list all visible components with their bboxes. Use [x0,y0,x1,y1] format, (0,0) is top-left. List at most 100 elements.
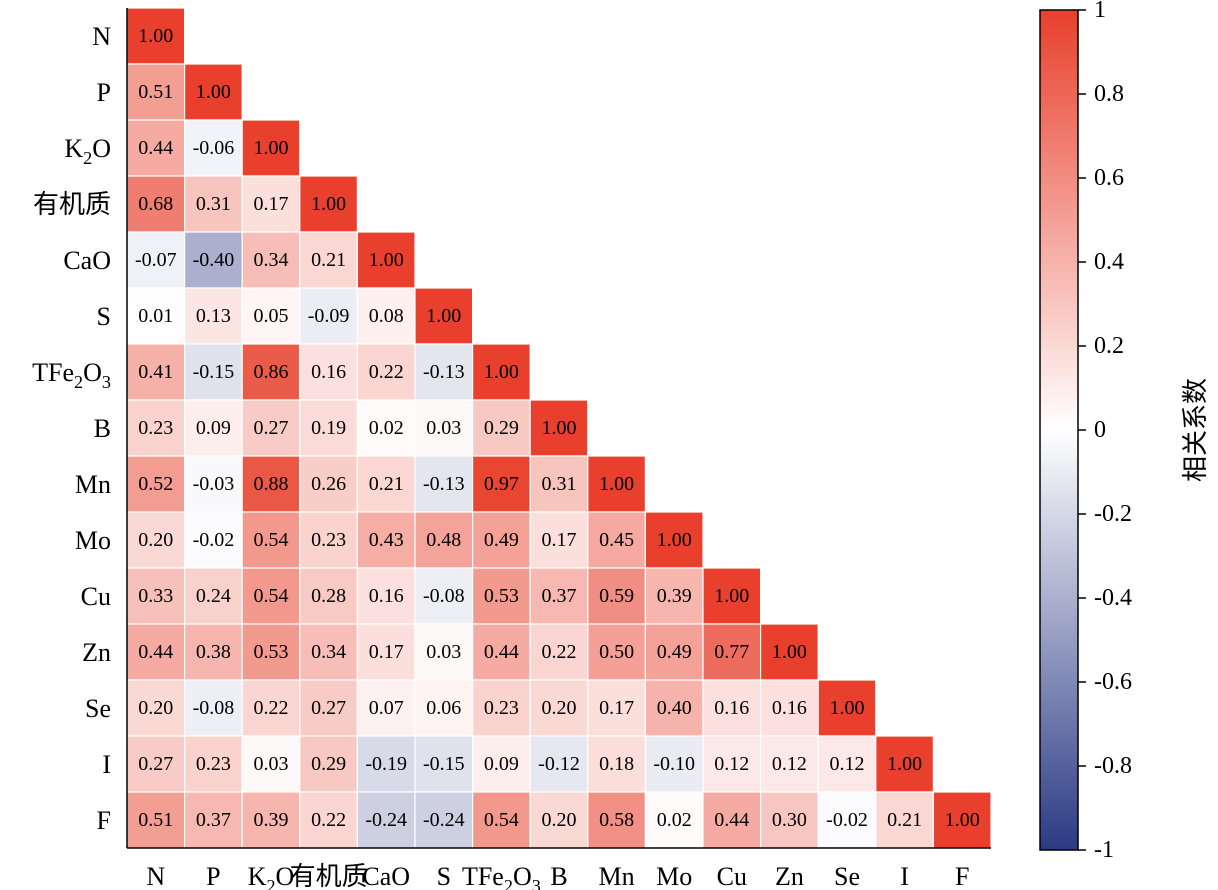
heatmap-cell-label: 0.68 [138,193,173,215]
heatmap-cell-label: 0.54 [254,529,289,551]
x-tick-label: 有机质 [290,862,368,890]
heatmap-cell [414,455,474,513]
x-tick-label: I [900,862,909,890]
heatmap-cell [529,511,589,569]
heatmap-cell [184,343,243,401]
heatmap-cell [414,287,474,345]
heatmap-cell-label: 0.18 [599,753,634,775]
colorbar-tick-label: -0.8 [1094,753,1132,779]
heatmap-cell-label: 0.17 [369,641,404,663]
heatmap-cell-label: 0.50 [599,641,634,663]
heatmap-cell-label: 0.52 [138,473,173,495]
heatmap-cell [529,791,589,849]
heatmap-cell [702,679,762,737]
heatmap-cell-label: -0.40 [193,249,235,271]
heatmap-cell-label: 0.22 [542,641,577,663]
y-tick-label: Zn [82,638,111,667]
heatmap-cell-label: 0.21 [887,809,922,831]
heatmap-cell-label: 0.17 [599,697,634,719]
heatmap-cell [184,287,243,345]
heatmap-cell-label: 0.34 [254,249,289,271]
heatmap-cell [356,735,416,793]
heatmap-cell [184,175,243,233]
heatmap-cell [241,511,301,569]
heatmap-cell-label: 0.41 [138,361,173,383]
x-tick-label: K2O [248,862,295,890]
heatmap-cell [587,455,646,513]
heatmap-cell [126,343,186,401]
heatmap-cell-label: 0.22 [254,697,289,719]
heatmap-cell-label: 1.00 [599,473,634,495]
heatmap-cell [126,567,186,625]
heatmap-cell [414,567,474,625]
heatmap-cell-label: 0.88 [254,473,289,495]
heatmap-cell-label: 0.27 [311,697,346,719]
heatmap-cell [875,735,934,793]
heatmap-cell-label: 1.00 [772,641,807,663]
heatmap-cell [472,455,531,513]
heatmap-cell-label: -0.15 [423,753,465,775]
heatmap-cell-label: 0.02 [369,417,404,439]
colorbar-tick-label: 1 [1094,0,1106,23]
heatmap-cell [126,623,186,681]
heatmap-cell-label: 0.12 [772,753,807,775]
heatmap-cell-label: 0.31 [196,193,231,215]
y-tick-label: TFe2O3 [32,358,111,393]
heatmap-cell-label: 0.07 [369,697,404,719]
heatmap-cell [414,511,474,569]
heatmap-cell-label: 0.12 [714,753,749,775]
heatmap-cell-label: 1.00 [887,753,922,775]
heatmap-cell [587,679,646,737]
heatmap-cells [126,7,992,849]
y-tick-label: Se [85,694,111,723]
heatmap-cell [299,287,358,345]
heatmap-cell-label: -0.15 [193,361,235,383]
heatmap-cell-label: 0.20 [138,697,173,719]
heatmap-cell-label: 0.06 [426,697,461,719]
heatmap-cell-label: 0.01 [138,305,173,327]
y-tick-label: P [97,78,111,107]
heatmap-cell-label: 0.03 [254,753,289,775]
heatmap-cell-label: 0.20 [542,809,577,831]
heatmap-cell [644,623,704,681]
heatmap-cell-label: 0.24 [196,585,231,607]
heatmap-cell [932,791,992,849]
heatmap-cell-label: 0.44 [138,641,173,663]
heatmap-cell-label: 0.53 [484,585,519,607]
heatmap-cell-label: 0.13 [196,305,231,327]
heatmap-cell-label: 0.45 [599,529,634,551]
heatmap-cell-label: 0.58 [599,809,634,831]
heatmap-cell-label: 1.00 [138,25,173,47]
heatmap-cell [817,735,877,793]
heatmap-cell [184,791,243,849]
heatmap-cell-label: 0.44 [714,809,749,831]
heatmap-cell-label: 0.86 [254,361,289,383]
y-tick-label: B [94,414,111,443]
x-tick-label: CaO [362,862,410,890]
heatmap-cell [184,511,243,569]
heatmap-cell-label: 0.03 [426,641,461,663]
heatmap-cell-label: 0.37 [196,809,231,831]
heatmap-cell-label: 0.51 [138,81,173,103]
heatmap-cell-label: 0.09 [484,753,519,775]
colorbar: 1 0.8 0.6 0.4 0.2 0 -0.2 -0.4 -0.6 -0.8 -1 相关系数 [1039,0,1210,863]
heatmap-cell-label: -0.08 [193,697,235,719]
x-tick-label: Se [834,862,860,890]
colorbar-title: 相关系数 [1181,378,1210,482]
heatmap-cell-label: 0.54 [254,585,289,607]
y-tick-label: Mn [75,470,111,499]
y-tick-label: I [102,750,111,779]
heatmap-cell [875,791,934,849]
heatmap-cell-label: 0.19 [311,417,346,439]
colorbar-tick-label: 0.2 [1094,333,1124,359]
heatmap-cell [702,623,762,681]
x-tick-label: N [146,862,165,890]
heatmap-cell [126,679,186,737]
heatmap-cell-label: 0.53 [254,641,289,663]
heatmap-cell-label: 0.54 [484,809,519,831]
heatmap-cell [299,679,358,737]
heatmap-cell-label: 1.00 [426,305,461,327]
heatmap-cell-label: 0.49 [657,641,692,663]
